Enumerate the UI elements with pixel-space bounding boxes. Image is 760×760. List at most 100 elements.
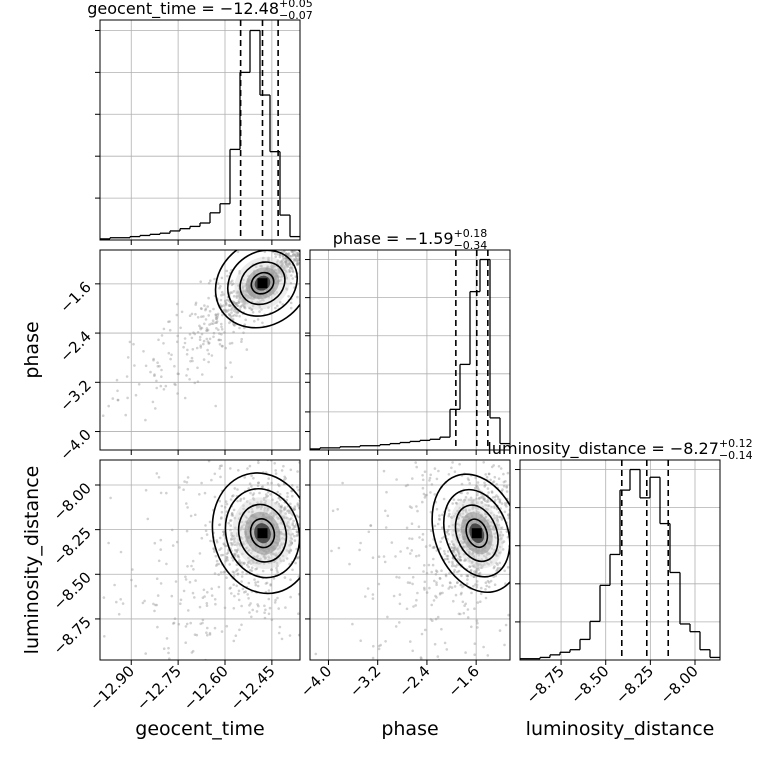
- sample-point: [237, 299, 241, 302]
- sample-point: [456, 547, 459, 551]
- sample-point: [243, 323, 247, 327]
- sample-point: [321, 392, 324, 395]
- sample-point: [415, 598, 418, 602]
- sample-point: [533, 366, 536, 369]
- sample-point: [280, 532, 284, 535]
- sample-point: [239, 561, 242, 564]
- sample-point: [377, 582, 381, 586]
- sample-point: [230, 512, 234, 515]
- sample-point: [295, 547, 298, 551]
- sample-point: [277, 483, 280, 486]
- sample-point: [458, 524, 461, 527]
- sample-point: [293, 259, 297, 262]
- sample-point: [276, 547, 280, 551]
- sample-point: [304, 285, 307, 288]
- sample-point: [572, 389, 575, 392]
- sample-point: [160, 334, 164, 337]
- sample-point: [251, 559, 254, 562]
- sample-point: [453, 568, 456, 572]
- sample-point: [441, 747, 444, 750]
- sample-point: [296, 533, 299, 537]
- sample-point: [435, 583, 438, 587]
- sample-point: [521, 497, 524, 500]
- sample-point: [289, 541, 293, 545]
- sample-point: [464, 383, 467, 386]
- sample-point: [287, 520, 290, 524]
- sample-point: [283, 257, 286, 261]
- sample-point: [429, 473, 433, 477]
- sample-point: [115, 600, 118, 604]
- sample-point: [218, 499, 221, 503]
- sample-point: [220, 291, 224, 294]
- sample-point: [502, 472, 505, 476]
- sample-point: [301, 493, 304, 496]
- sample-point: [438, 368, 441, 371]
- sample-point: [405, 526, 409, 530]
- sample-point: [507, 513, 510, 516]
- sample-point: [233, 301, 236, 305]
- sample-point: [207, 342, 210, 345]
- sample-point: [353, 195, 356, 198]
- sample-point: [527, 518, 530, 521]
- sample-point: [479, 592, 483, 596]
- sample-point: [289, 509, 292, 513]
- sample-point: [186, 565, 189, 568]
- sample-point: [355, 218, 358, 221]
- hist-phase: [310, 258, 510, 450]
- sample-point: [235, 532, 239, 535]
- sample-point: [514, 483, 517, 486]
- sample-point: [174, 383, 177, 387]
- sample-point: [230, 512, 234, 516]
- sample-point: [213, 472, 217, 476]
- sample-point: [480, 566, 484, 569]
- sample-point: [294, 525, 297, 528]
- sample-point: [231, 570, 235, 574]
- sample-point: [446, 557, 450, 561]
- sample-point: [290, 266, 294, 269]
- sample-point: [263, 616, 267, 620]
- sample-point: [468, 508, 471, 512]
- sample-point: [235, 549, 239, 552]
- sample-point: [236, 499, 239, 503]
- sample-point: [494, 554, 498, 557]
- sample-point: [285, 252, 288, 255]
- sample-point: [236, 548, 240, 551]
- sample-point: [195, 346, 199, 350]
- contour-level-1: [239, 261, 286, 306]
- sample-point: [421, 532, 425, 536]
- sample-point: [453, 546, 457, 550]
- sample-point: [247, 556, 250, 560]
- sample-point: [247, 565, 250, 569]
- sample-point: [454, 565, 458, 568]
- sample-point: [487, 472, 491, 476]
- sample-point: [505, 486, 509, 489]
- sample-point: [251, 510, 255, 513]
- sample-point: [243, 301, 247, 305]
- sample-point: [468, 552, 472, 556]
- sample-point: [476, 481, 480, 484]
- sample-point: [273, 560, 276, 563]
- sample-point: [232, 289, 236, 293]
- sample-point: [462, 431, 465, 434]
- sample-point: [354, 570, 357, 573]
- sample-point: [282, 464, 285, 468]
- sample-point: [206, 633, 209, 637]
- sample-point: [308, 221, 311, 224]
- sample-point: [275, 247, 278, 250]
- sample-point: [229, 498, 233, 501]
- sample-point: [281, 554, 285, 558]
- sample-point: [260, 411, 263, 414]
- sample-point: [278, 508, 282, 512]
- sample-point: [272, 264, 276, 268]
- sample-point: [235, 534, 239, 537]
- sample-point: [492, 514, 496, 517]
- sample-point: [244, 290, 248, 293]
- sample-point: [302, 247, 305, 250]
- sample-point: [448, 585, 452, 589]
- frame-diag-luminosity_distance: [519, 459, 721, 661]
- sample-point: [497, 497, 500, 501]
- sample-point: [153, 541, 157, 545]
- xtick-label-phase-0: −4.0: [297, 662, 335, 700]
- sample-point: [194, 301, 198, 305]
- sample-point: [503, 422, 506, 425]
